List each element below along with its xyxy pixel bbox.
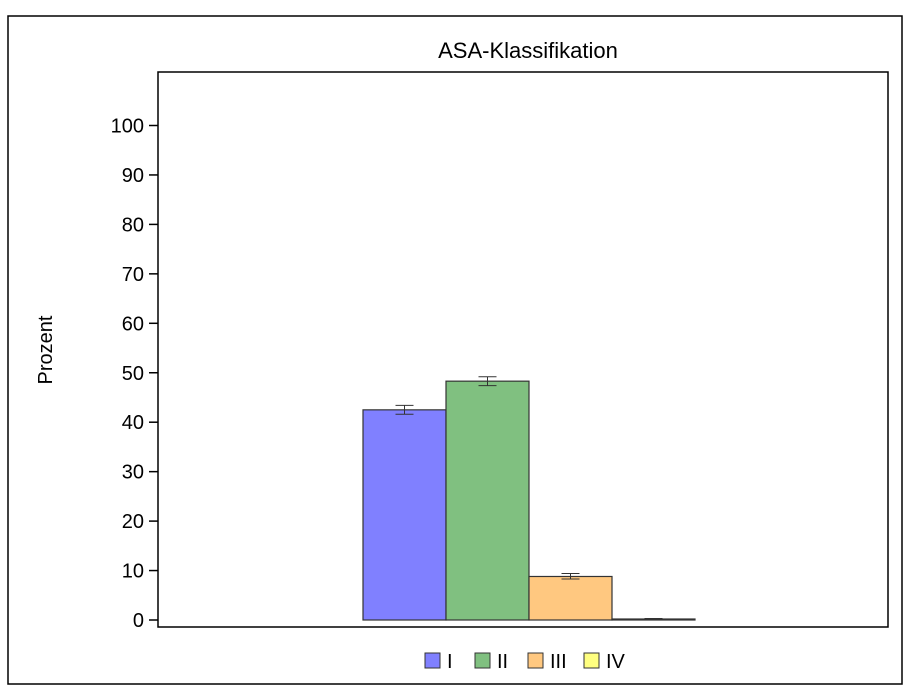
y-tick-label: 10 — [122, 561, 144, 583]
legend-label-II: II — [497, 651, 508, 673]
legend-label-I: I — [447, 651, 453, 673]
y-tick-label: 70 — [122, 264, 144, 286]
legend-swatch-III — [527, 652, 544, 669]
legend-swatch-IV — [583, 652, 600, 669]
y-axis-label: Prozent — [35, 315, 57, 384]
bar-II — [445, 380, 530, 621]
legend-swatch-I — [424, 652, 441, 669]
legend-label-IV: IV — [606, 651, 626, 673]
plot-area — [157, 71, 889, 628]
y-axis: 0 10 20 30 40 50 60 70 80 90 100 — [111, 116, 158, 632]
y-tick-label: 0 — [133, 610, 144, 632]
legend-swatch-II — [474, 652, 491, 669]
y-tick-label: 90 — [122, 165, 144, 187]
y-tick-label: 20 — [122, 511, 144, 533]
legend-label-III: III — [550, 651, 567, 673]
bar-series — [362, 376, 696, 621]
y-tick-label: 30 — [122, 462, 144, 484]
bar-I — [362, 409, 447, 621]
y-tick-label: 100 — [111, 116, 144, 138]
bar-III — [528, 575, 613, 621]
legend: I II III IV — [424, 651, 626, 673]
y-tick-label: 50 — [122, 363, 144, 385]
y-tick-label: 80 — [122, 214, 144, 236]
y-tick-label: 40 — [122, 412, 144, 434]
y-tick-label: 60 — [122, 313, 144, 335]
chart-title: ASA-Klassifikation — [438, 38, 618, 63]
